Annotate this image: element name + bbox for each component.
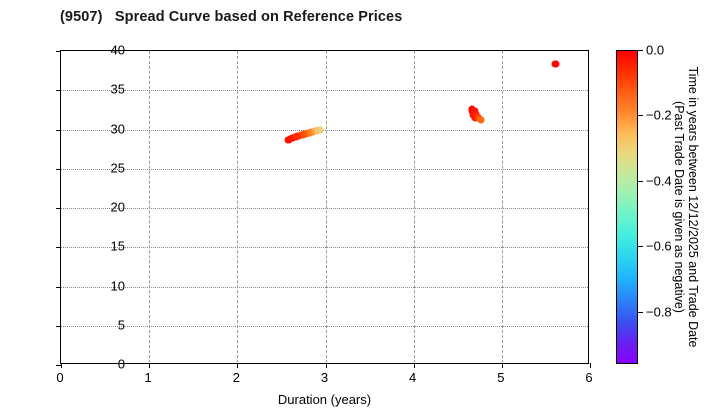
x-tick-label: 1 bbox=[144, 370, 152, 385]
x-axis-label: Duration (years) bbox=[277, 392, 372, 407]
y-tick-mark bbox=[56, 286, 61, 288]
x-tick-mark bbox=[61, 363, 62, 368]
gridline-horizontal bbox=[61, 208, 588, 209]
y-tick-mark bbox=[56, 51, 61, 52]
y-tick-mark bbox=[56, 365, 61, 366]
x-tick-label: 4 bbox=[409, 370, 417, 385]
y-tick-label: 25 bbox=[110, 160, 125, 176]
colorbar-tick-mark bbox=[638, 246, 643, 248]
scatter-point bbox=[471, 114, 478, 122]
colorbar-tick-label: −0.4 bbox=[646, 173, 672, 189]
y-tick-mark bbox=[56, 208, 61, 209]
y-tick-label: 0 bbox=[117, 356, 125, 372]
colorbar bbox=[616, 50, 643, 364]
x-tick-label: 5 bbox=[497, 370, 505, 385]
gridline-horizontal bbox=[61, 247, 588, 249]
gridline-vertical bbox=[325, 51, 327, 363]
gridline-horizontal bbox=[61, 90, 588, 92]
x-tick-label: 2 bbox=[232, 370, 240, 385]
colorbar-tick-mark bbox=[638, 311, 643, 313]
y-tick-mark bbox=[56, 90, 61, 92]
plot-area bbox=[56, 50, 591, 368]
page-title: (9507) Spread Curve based on Reference P… bbox=[60, 9, 403, 25]
x-tick-mark bbox=[590, 363, 591, 368]
gridline-horizontal bbox=[61, 286, 588, 288]
x-tick-mark bbox=[237, 363, 239, 368]
gridline-vertical bbox=[149, 51, 151, 363]
colorbar-label: Time in years between 12/12/2025 and Tra… bbox=[672, 66, 700, 348]
colorbar-tick-label: −0.8 bbox=[646, 304, 672, 320]
y-tick-mark bbox=[56, 325, 61, 327]
gridline-vertical bbox=[237, 51, 239, 363]
y-tick-label: 5 bbox=[117, 317, 125, 333]
y-tick-mark bbox=[56, 129, 61, 131]
scatter-point bbox=[477, 116, 485, 124]
y-tick-label: 20 bbox=[110, 199, 125, 215]
colorbar-gradient bbox=[616, 50, 638, 364]
colorbar-tick-mark bbox=[638, 115, 643, 117]
x-tick-label: 0 bbox=[56, 370, 64, 385]
x-tick-label: 6 bbox=[585, 370, 593, 385]
x-tick-mark bbox=[501, 363, 503, 368]
y-tick-label: 35 bbox=[110, 81, 125, 97]
gridline-horizontal bbox=[61, 325, 588, 327]
y-tick-mark bbox=[56, 247, 61, 249]
colorbar-tick-mark bbox=[638, 50, 643, 51]
plot-inner bbox=[61, 51, 588, 363]
y-tick-label: 15 bbox=[110, 238, 125, 254]
colorbar-tick-mark bbox=[638, 180, 643, 182]
colorbar-tick-label: 0.0 bbox=[646, 42, 665, 58]
gridline-vertical bbox=[413, 51, 415, 363]
x-tick-label: 3 bbox=[320, 370, 329, 385]
x-tick-mark bbox=[413, 363, 415, 368]
gridline-horizontal bbox=[61, 129, 588, 131]
gridline-horizontal bbox=[61, 168, 588, 170]
colorbar-tick-label: −0.6 bbox=[646, 238, 672, 254]
x-tick-mark bbox=[149, 363, 151, 368]
scatter-point bbox=[316, 126, 324, 134]
gridline-vertical bbox=[501, 51, 503, 363]
scatter-point bbox=[552, 60, 560, 68]
y-tick-label: 10 bbox=[110, 278, 125, 293]
x-tick-mark bbox=[325, 363, 327, 368]
y-tick-mark bbox=[56, 168, 61, 170]
colorbar-tick-label: −0.2 bbox=[646, 107, 672, 123]
y-tick-label: 40 bbox=[110, 42, 125, 58]
y-tick-label: 30 bbox=[110, 121, 125, 136]
